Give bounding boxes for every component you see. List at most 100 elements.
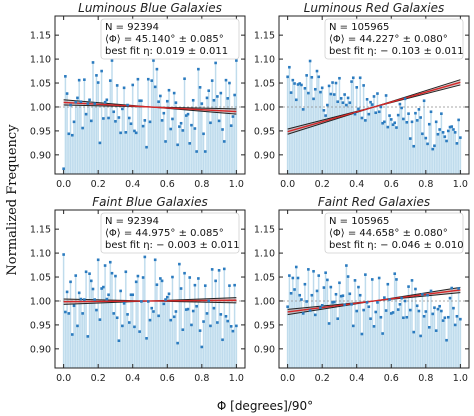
data-point [226,97,230,100]
data-point [79,100,83,104]
x-tick-label: 0.0 [56,179,71,190]
data-point [348,292,352,296]
x-tick-label: 1.0 [453,373,468,384]
data-point [148,318,152,322]
data-point [167,88,171,92]
data-point [384,94,388,97]
x-tick-label: 0.0 [56,373,71,384]
data-point [348,101,352,104]
panel-1: 0.0 0.2 0.4 0.6 0.8 1.0 0.90 0.95 1.00 1.05 1.10 1.… [254,1,470,190]
data-point [222,140,226,143]
data-point [186,112,190,116]
data-point [436,307,440,311]
data-point [153,85,157,89]
data-point [65,92,69,95]
data-point [212,98,216,102]
data-point [339,294,343,298]
data-point [69,280,72,284]
y-tick-label: 1.05 [254,273,275,284]
data-point [98,318,102,321]
data-point [76,96,79,100]
data-point [108,79,112,82]
data-point [386,125,390,129]
annotation-n: N = 105965 [329,22,389,33]
data-point [155,67,159,71]
data-point [310,75,314,79]
data-point [96,81,100,84]
panel-title: Luminous Red Galaxies [304,1,445,15]
data-point [365,301,369,304]
x-tick-label: 0.6 [384,373,399,384]
data-point [403,299,407,303]
data-point [308,309,312,312]
data-point [217,119,221,123]
y-tick-label: 1.15 [30,31,51,42]
data-point [134,280,138,284]
annotation-mean-phi: ⟨Φ⟩ = 44.658° ± 0.080° [329,228,448,239]
data-point [138,99,141,103]
data-point [291,78,295,82]
data-point [117,339,121,343]
y-tick-label: 1.15 [30,225,51,236]
data-point [184,308,188,311]
data-point [286,75,289,79]
x-tick-label: 1.0 [229,179,244,190]
data-point [421,292,424,296]
data-point [96,258,100,262]
data-point [445,338,448,342]
data-point [136,77,140,81]
data-point [93,298,97,301]
data-point [412,144,416,148]
fit-line [63,101,237,113]
data-point [408,137,412,140]
data-point [381,332,384,335]
data-point [157,100,160,104]
histogram-fill [62,60,238,174]
data-point [296,83,300,86]
data-point [334,81,338,85]
data-point [198,329,202,332]
data-point [148,120,152,124]
data-point [313,87,317,91]
data-point [152,310,155,313]
data-point [219,313,223,316]
x-tick-label: 0.2 [315,373,330,384]
data-point [93,102,97,105]
data-point [203,284,207,287]
data-point [72,120,76,124]
data-point [65,290,69,294]
data-point [324,271,327,275]
data-point [327,84,331,88]
data-point [146,300,150,303]
data-point [364,273,367,276]
data-point [169,318,173,322]
data-point [217,269,221,272]
data-point [112,110,116,114]
data-point [105,98,109,102]
data-point [224,78,228,82]
data-point [235,59,238,62]
data-point [126,103,129,107]
data-point [313,313,317,317]
data-point [181,129,185,132]
data-point [95,74,98,77]
x-tick-label: 0.8 [418,373,433,384]
data-point [303,282,307,286]
y-tick-label: 1.05 [30,79,51,90]
data-point [355,309,359,313]
plot-area [55,253,245,368]
y-tick-label: 0.90 [30,344,51,355]
data-point [415,304,419,308]
data-point [393,272,397,275]
y-tick-label: 0.95 [30,126,51,137]
data-point [216,321,219,324]
data-point [235,324,238,328]
data-point [339,97,343,100]
data-point [197,277,200,280]
data-point [86,102,90,105]
y-tick-label: 0.90 [254,344,275,355]
y-tick-label: 0.90 [30,150,51,161]
histogram-fill [62,254,238,368]
plot-area [279,59,469,174]
data-point [445,139,448,143]
